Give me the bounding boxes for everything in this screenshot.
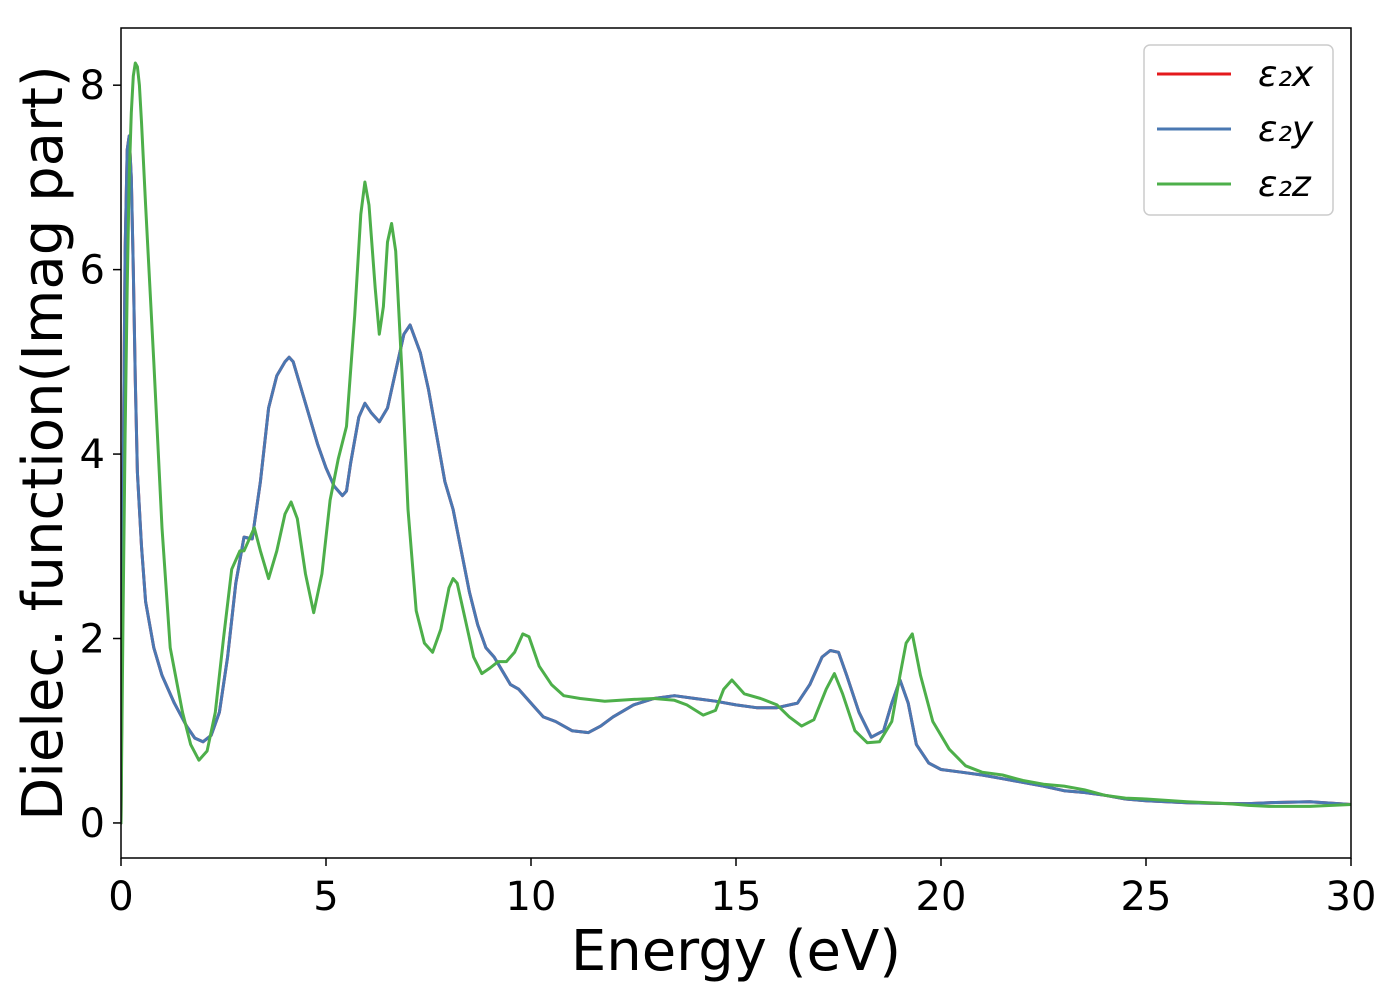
y-tick-label: 4 bbox=[80, 432, 105, 478]
series-line-2 bbox=[121, 134, 1351, 825]
legend-label-1: ε₂x bbox=[1258, 54, 1314, 95]
x-axis: 0 5 10 15 20 25 30 bbox=[108, 858, 1376, 920]
x-tick-label: 10 bbox=[506, 874, 557, 920]
x-tick-label: 30 bbox=[1326, 874, 1377, 920]
y-tick-label: 8 bbox=[80, 63, 105, 109]
legend-label-3: ε₂z bbox=[1258, 164, 1312, 205]
x-tick-label: 15 bbox=[711, 874, 762, 920]
y-tick-label: 6 bbox=[80, 248, 105, 294]
y-tick-label: 2 bbox=[80, 617, 105, 663]
x-tick-label: 5 bbox=[313, 874, 338, 920]
series-layer bbox=[121, 61, 1351, 825]
x-tick-label: 0 bbox=[108, 874, 133, 920]
legend-box bbox=[1143, 44, 1334, 216]
y-tick-label: 0 bbox=[80, 801, 105, 847]
legend-label-2: ε₂y bbox=[1258, 109, 1314, 150]
y-axis-label: Dielec. function(Imag part) bbox=[11, 65, 76, 821]
x-axis-label: Energy (eV) bbox=[571, 919, 901, 984]
legend: ε₂x ε₂y ε₂z bbox=[1143, 44, 1334, 216]
y-axis: 0 2 4 6 8 bbox=[80, 63, 121, 847]
x-tick-label: 25 bbox=[1121, 874, 1172, 920]
series-line-3 bbox=[121, 61, 1351, 825]
x-tick-label: 20 bbox=[916, 874, 967, 920]
